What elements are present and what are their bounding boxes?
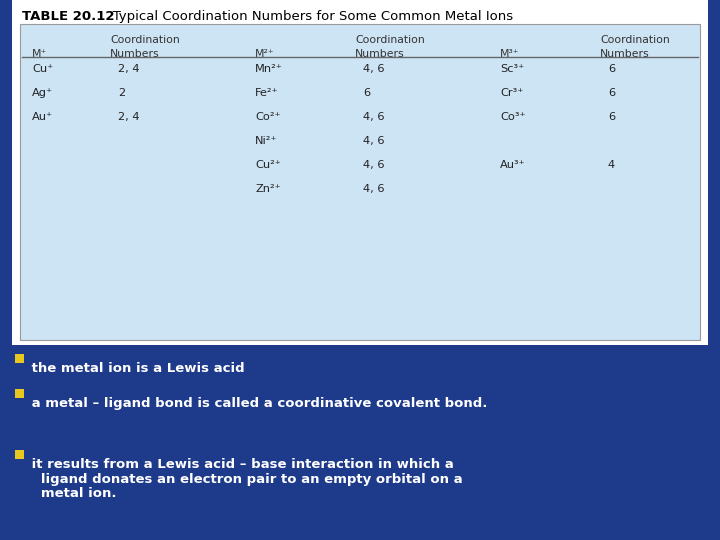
FancyBboxPatch shape <box>20 24 700 340</box>
Text: a metal – ligand bond is called a coordinative covalent bond.: a metal – ligand bond is called a coordi… <box>27 397 487 410</box>
Text: the metal ion is a Lewis acid: the metal ion is a Lewis acid <box>27 362 245 375</box>
Text: 6: 6 <box>363 88 370 98</box>
Text: 4, 6: 4, 6 <box>363 112 384 122</box>
Text: Cr³⁺: Cr³⁺ <box>500 88 523 98</box>
Text: Numbers: Numbers <box>600 49 649 59</box>
Text: Cu⁺: Cu⁺ <box>32 64 53 74</box>
Text: Ag⁺: Ag⁺ <box>32 88 53 98</box>
FancyBboxPatch shape <box>12 0 708 345</box>
Text: 4, 6: 4, 6 <box>363 160 384 170</box>
Text: Numbers: Numbers <box>110 49 160 59</box>
Text: 2, 4: 2, 4 <box>118 64 140 74</box>
Text: Cu²⁺: Cu²⁺ <box>255 160 281 170</box>
FancyBboxPatch shape <box>15 354 24 363</box>
Text: 2, 4: 2, 4 <box>118 112 140 122</box>
FancyBboxPatch shape <box>15 450 24 459</box>
Text: M³⁺: M³⁺ <box>500 49 520 59</box>
Text: Coordination: Coordination <box>355 35 425 45</box>
Text: Mn²⁺: Mn²⁺ <box>255 64 283 74</box>
Text: Sc³⁺: Sc³⁺ <box>500 64 524 74</box>
Text: 4: 4 <box>608 160 615 170</box>
Text: Ni²⁺: Ni²⁺ <box>255 136 277 146</box>
Text: Au⁺: Au⁺ <box>32 112 53 122</box>
Text: 6: 6 <box>608 64 615 74</box>
Text: Coordination: Coordination <box>110 35 180 45</box>
Text: 6: 6 <box>608 88 615 98</box>
Text: Au³⁺: Au³⁺ <box>500 160 526 170</box>
Text: 4, 6: 4, 6 <box>363 184 384 194</box>
Text: M⁺: M⁺ <box>32 49 48 59</box>
Text: M²⁺: M²⁺ <box>255 49 274 59</box>
Text: Zn²⁺: Zn²⁺ <box>255 184 281 194</box>
Text: 4, 6: 4, 6 <box>363 64 384 74</box>
Text: 2: 2 <box>118 88 125 98</box>
Text: metal ion.: metal ion. <box>27 488 117 501</box>
Text: Co³⁺: Co³⁺ <box>500 112 526 122</box>
Text: Typical Coordination Numbers for Some Common Metal Ions: Typical Coordination Numbers for Some Co… <box>100 10 513 23</box>
Text: ligand donates an electron pair to an empty orbital on a: ligand donates an electron pair to an em… <box>27 472 463 485</box>
Text: Numbers: Numbers <box>355 49 405 59</box>
Text: it results from a Lewis acid – base interaction in which a: it results from a Lewis acid – base inte… <box>27 458 454 471</box>
Text: 4, 6: 4, 6 <box>363 136 384 146</box>
Text: Fe²⁺: Fe²⁺ <box>255 88 279 98</box>
FancyBboxPatch shape <box>15 389 24 398</box>
Text: Coordination: Coordination <box>600 35 670 45</box>
Text: Co²⁺: Co²⁺ <box>255 112 281 122</box>
Text: TABLE 20.12: TABLE 20.12 <box>22 10 114 23</box>
Text: 6: 6 <box>608 112 615 122</box>
